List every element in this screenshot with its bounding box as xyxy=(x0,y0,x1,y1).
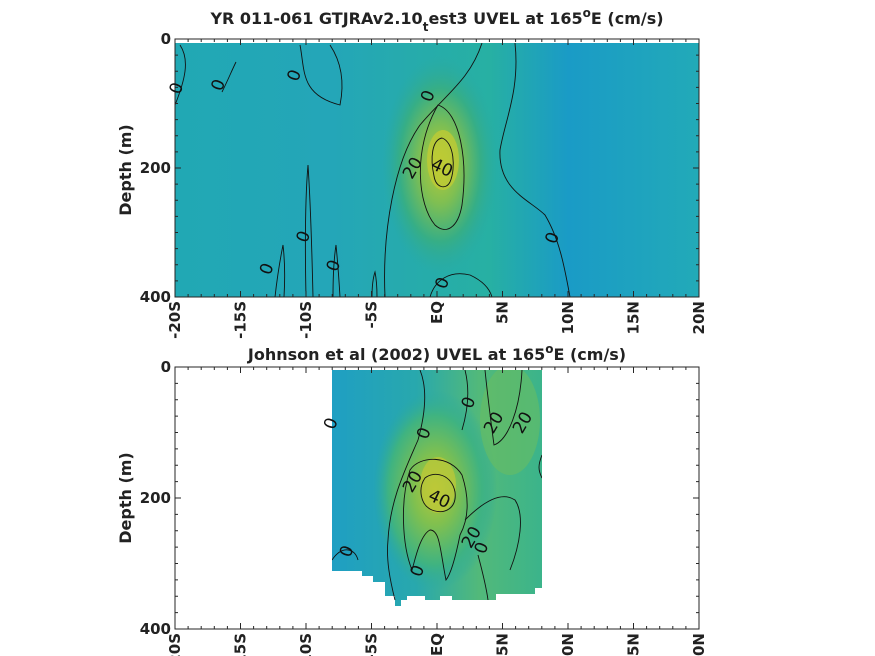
x-tick-label: -5S xyxy=(363,301,381,328)
panel1-contour-0-deep-d xyxy=(371,270,378,297)
panel2-contour-0-deep xyxy=(477,554,489,601)
x-tick-label: -15S xyxy=(232,633,250,656)
y-tick-label: 400 xyxy=(140,288,171,306)
x-tick-label: 5N xyxy=(494,301,512,324)
panel1-contour-0-west-a xyxy=(299,44,343,106)
x-tick-label: 10N xyxy=(559,633,577,656)
panel2-contour-0-se xyxy=(538,454,542,479)
panel2-contour-20 xyxy=(402,458,468,582)
y-tick-label: 400 xyxy=(140,620,171,638)
x-tick-label: 15N xyxy=(625,633,643,656)
x-tick-label: -10S xyxy=(297,633,315,656)
panel1-contour-0-east xyxy=(499,43,571,297)
x-tick-label: -20S xyxy=(166,301,184,339)
panel1-contour-40 xyxy=(431,137,454,188)
panel2-contour-20-north xyxy=(484,370,523,446)
x-tick-label: -5S xyxy=(363,633,381,656)
panel2-core-center xyxy=(420,457,456,513)
panel1-core-center xyxy=(427,130,459,190)
panel1-field xyxy=(175,43,699,297)
x-tick-label: 20N xyxy=(690,301,708,334)
panel2-ylabel: Depth (m) xyxy=(116,452,135,544)
y-tick-label: 200 xyxy=(140,489,171,507)
y-tick-label: 200 xyxy=(140,159,171,177)
panel2-title: Johnson et al (2002) UVEL at 165oE (cm/s… xyxy=(247,342,626,364)
x-tick-label: -20S xyxy=(166,633,184,656)
panel2-contour-0-east xyxy=(464,496,521,571)
y-tick-label: 0 xyxy=(161,358,171,376)
x-tick-label: -15S xyxy=(232,301,250,339)
panel2-contour-0-sw xyxy=(332,549,359,561)
x-tick-label: 5N xyxy=(494,633,512,656)
panel1-contour-0-main xyxy=(384,43,483,297)
panel1-contour-0-deep-a xyxy=(304,164,314,297)
panel1-contour-0-deep-b xyxy=(274,244,286,297)
y-tick-label: 0 xyxy=(161,30,171,48)
panel2-contour-0-west xyxy=(387,370,426,601)
panel2-contour-40 xyxy=(420,473,456,512)
x-tick-label: -10S xyxy=(297,301,315,339)
panel-model: YR 011-061 GTJRAv2.10test3 UVEL at 165oE… xyxy=(116,6,708,339)
x-tick-label: 20N xyxy=(690,633,708,656)
panel2-field xyxy=(332,370,542,606)
x-tick-label: EQ xyxy=(428,633,446,656)
panel2-north-band xyxy=(480,370,540,475)
panel1-contour-0-deep-c xyxy=(332,244,341,297)
panel1-contour-0-west-b xyxy=(175,44,186,106)
panel1-contour-0-bottom xyxy=(429,273,493,297)
panel2-contour-0-mid xyxy=(461,370,469,431)
panel2-ticks: -20S -15S -10S -5S EQ 5N 10N 15N 20N 0 200 400 xyxy=(140,358,708,656)
panel-observed: Johnson et al (2002) UVEL at 165oE (cm/s… xyxy=(116,342,708,656)
panel1-title: YR 011-061 GTJRAv2.10test3 UVEL at 165oE… xyxy=(209,6,663,34)
x-tick-label: 10N xyxy=(559,301,577,334)
panel1-ylabel: Depth (m) xyxy=(116,124,135,216)
x-tick-label: 15N xyxy=(625,301,643,334)
x-tick-label: EQ xyxy=(428,301,446,324)
panel1-contour-20 xyxy=(419,104,465,230)
panel1-ticks: -20S -15S -10S -5S EQ 5N 10N 15N 20N 0 200 400 xyxy=(140,30,708,339)
panel1-contour-0-west-c xyxy=(221,61,237,93)
